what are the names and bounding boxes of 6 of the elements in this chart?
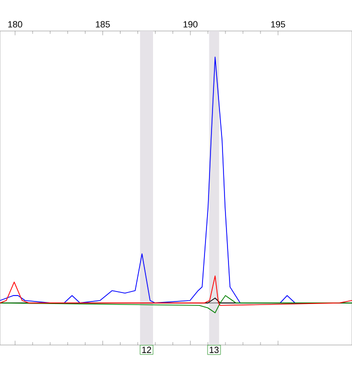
x-tick-label: 195	[271, 21, 286, 28]
x-tick-label: 185	[96, 21, 110, 28]
annotation: 12	[142, 346, 152, 353]
annotation: 13	[210, 346, 219, 354]
x-tick-label: 180	[8, 21, 22, 28]
x-tick-label: 190	[184, 21, 198, 28]
